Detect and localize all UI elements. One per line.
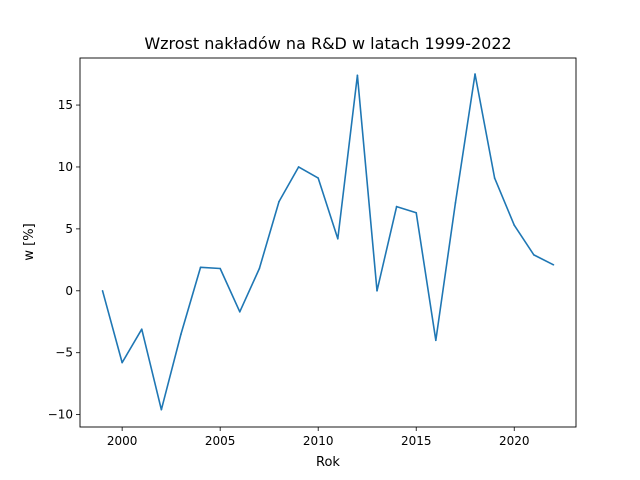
- series-line: [101, 73, 554, 411]
- data-point: [258, 267, 261, 270]
- data-point: [435, 339, 437, 342]
- data-point: [101, 289, 104, 292]
- data-point: [297, 166, 300, 168]
- y-tick-label: 5: [65, 222, 73, 236]
- x-tick-label: 2005: [205, 434, 236, 448]
- x-tick-label: 2010: [303, 434, 334, 448]
- data-point: [121, 361, 123, 364]
- x-tick-label: 2015: [401, 434, 432, 448]
- data-point: [317, 177, 319, 179]
- data-point: [238, 311, 241, 313]
- x-axis-label: Rok: [316, 455, 340, 470]
- x-tick-label: 2020: [499, 434, 530, 448]
- data-point: [415, 211, 418, 214]
- data-point: [160, 408, 163, 411]
- data-point: [493, 177, 496, 179]
- y-tick-label: −5: [55, 346, 73, 360]
- data-point: [180, 333, 182, 335]
- data-point: [552, 263, 555, 266]
- chart-title: Wzrost nakładów na R&D w latach 1999-202…: [144, 34, 511, 53]
- data-point: [474, 73, 476, 75]
- data-point: [140, 328, 143, 330]
- data-point: [513, 224, 516, 226]
- data-point: [533, 254, 535, 256]
- y-tick-label: 10: [58, 160, 73, 174]
- data-point: [376, 289, 378, 292]
- y-axis-label: w [%]: [22, 223, 37, 260]
- data-point: [219, 267, 221, 270]
- data-point: [356, 74, 359, 77]
- y-axis-ticks: −10 −5 0 5 10 15: [48, 98, 80, 422]
- y-tick-label: 15: [58, 98, 73, 112]
- data-point: [278, 200, 280, 203]
- y-tick-label: 0: [65, 284, 73, 298]
- data-point: [199, 266, 202, 269]
- data-point: [395, 205, 398, 208]
- y-tick-label: −10: [48, 408, 73, 422]
- x-axis-ticks: 2000 2005 2010 2015 2020: [107, 427, 530, 448]
- x-tick-label: 2000: [107, 434, 138, 448]
- data-point: [337, 237, 339, 240]
- plot-frame: [79, 57, 577, 428]
- data-point: [454, 202, 457, 204]
- data-points: [101, 73, 555, 411]
